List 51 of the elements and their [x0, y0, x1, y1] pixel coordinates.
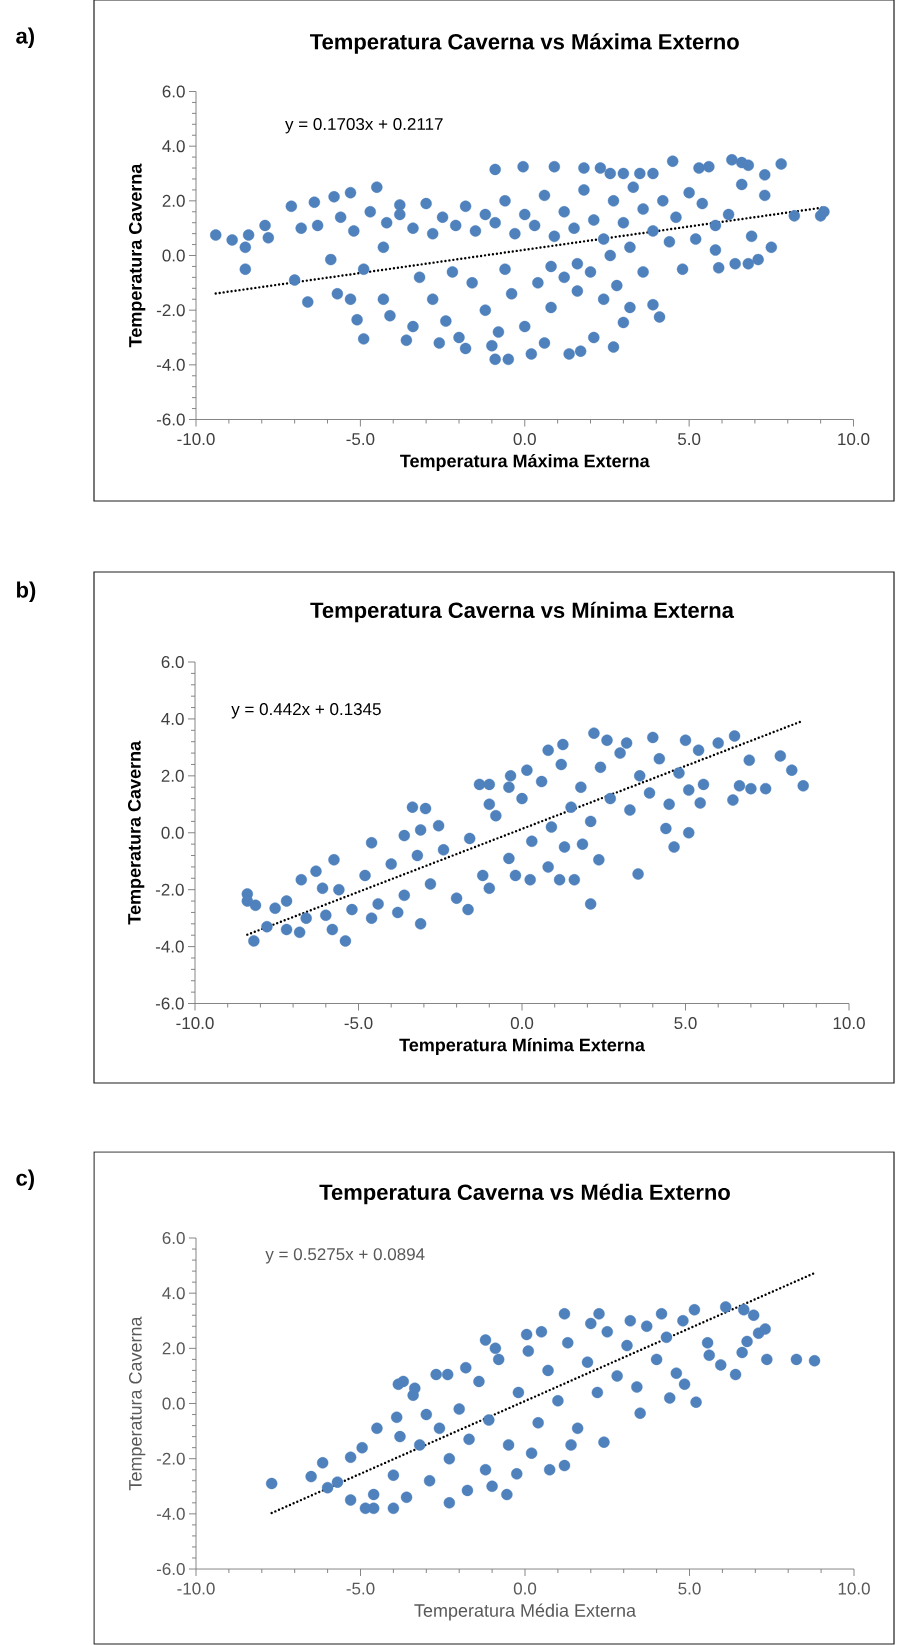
x-tick-label: -5.0	[344, 1017, 373, 1030]
x-tick-label: -10.0	[177, 1582, 215, 1595]
y-tick-label: 4.0	[162, 1287, 185, 1300]
text: a)	[16, 27, 34, 49]
y-tick-label: -6.0	[156, 1562, 185, 1576]
y-tick-label: -6.0	[155, 997, 184, 1010]
annotation: y = 0.5275x + 0.0894	[265, 1248, 425, 1264]
y-axis-title: Temperatura Caverna	[128, 1316, 146, 1491]
x-tick-label: 10.0	[838, 433, 870, 446]
x-tick-label: -5.0	[346, 433, 375, 446]
x-tick-label: 10.0	[833, 1017, 865, 1030]
x-tick-label: 0.0	[513, 1582, 537, 1595]
x-tick-label: 0.0	[513, 433, 536, 446]
y-tick-label: -4.0	[156, 1507, 185, 1520]
x-tick-label: 5.0	[677, 433, 701, 446]
x-tick-label: -5.0	[346, 1582, 375, 1595]
x-tick-label: -10.0	[176, 1017, 214, 1030]
chart-title: Temperatura Caverna vs Máxima Externo	[310, 33, 739, 54]
annotation: y = 0.442x + 0.1345	[231, 703, 381, 719]
x-axis-title: Temperatura Média Externa	[414, 1603, 637, 1621]
y-tick-label: -6.0	[156, 413, 185, 426]
chart-title: Temperatura Caverna vs Mínima Externa	[310, 601, 735, 623]
y-tick-label: 0.0	[161, 826, 184, 839]
x-axis-title: Temperatura Máxima Externa	[400, 453, 650, 471]
text: c)	[16, 1169, 34, 1191]
y-tick-label: 0.0	[162, 249, 185, 262]
y-tick-label: -2.0	[156, 1452, 185, 1465]
y-tick-label: 6.0	[161, 656, 184, 669]
x-tick-label: 5.0	[678, 1582, 701, 1595]
y-tick-label: 6.0	[162, 1231, 185, 1245]
x-tick-label: 0.0	[510, 1017, 534, 1030]
y-tick-label: 0.0	[162, 1397, 185, 1410]
y-tick-label: -2.0	[155, 883, 184, 896]
y-tick-label: 4.0	[162, 140, 185, 153]
x-tick-label: -10.0	[177, 433, 215, 446]
y-tick-label: -2.0	[156, 304, 185, 317]
x-tick-label: 10.0	[838, 1582, 870, 1595]
y-tick-label: 2.0	[162, 194, 185, 207]
y-axis-title: Temperatura Caverna	[127, 740, 145, 925]
text: b)	[16, 581, 36, 603]
y-tick-label: 2.0	[162, 1342, 185, 1355]
y-axis-title: Temperatura Caverna	[128, 163, 146, 348]
x-axis-title: Temperatura Mínima Externa	[399, 1037, 645, 1055]
y-tick-label: -4.0	[155, 940, 184, 953]
y-tick-label: 6.0	[162, 85, 185, 98]
annotation: y = 0.1703x + 0.2117	[285, 118, 443, 134]
y-tick-label: 4.0	[161, 712, 184, 725]
x-tick-label: 5.0	[674, 1017, 697, 1030]
y-tick-label: 2.0	[161, 769, 184, 782]
y-tick-label: -4.0	[156, 358, 185, 371]
chart-title: Temperatura Caverna vs Média Externo	[319, 1183, 730, 1205]
